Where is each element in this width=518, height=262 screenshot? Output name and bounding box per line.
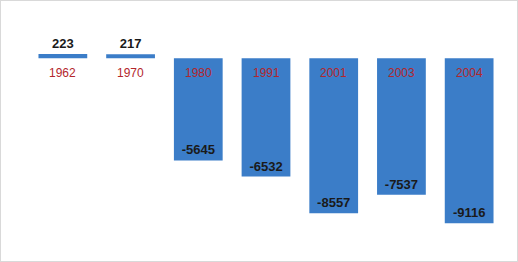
svg-text:2004: 2004 bbox=[456, 66, 483, 80]
svg-text:1962: 1962 bbox=[49, 66, 76, 80]
svg-text:2001: 2001 bbox=[320, 66, 347, 80]
svg-text:-5645: -5645 bbox=[182, 142, 215, 157]
svg-text:-9116: -9116 bbox=[453, 205, 486, 220]
svg-text:-8557: -8557 bbox=[317, 195, 350, 210]
svg-text:-7537: -7537 bbox=[385, 177, 418, 192]
svg-text:1991: 1991 bbox=[253, 66, 280, 80]
svg-text:2003: 2003 bbox=[388, 66, 415, 80]
svg-text:1970: 1970 bbox=[117, 66, 144, 80]
svg-text:223: 223 bbox=[52, 36, 74, 51]
svg-text:217: 217 bbox=[120, 36, 142, 51]
svg-text:-6532: -6532 bbox=[249, 159, 282, 174]
svg-text:1980: 1980 bbox=[185, 66, 212, 80]
